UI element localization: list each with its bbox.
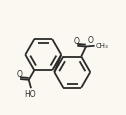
Text: O: O [87,36,93,45]
Text: HO: HO [25,89,36,98]
Text: CH₃: CH₃ [95,43,108,49]
Text: O: O [16,69,22,78]
Text: O: O [73,37,79,46]
